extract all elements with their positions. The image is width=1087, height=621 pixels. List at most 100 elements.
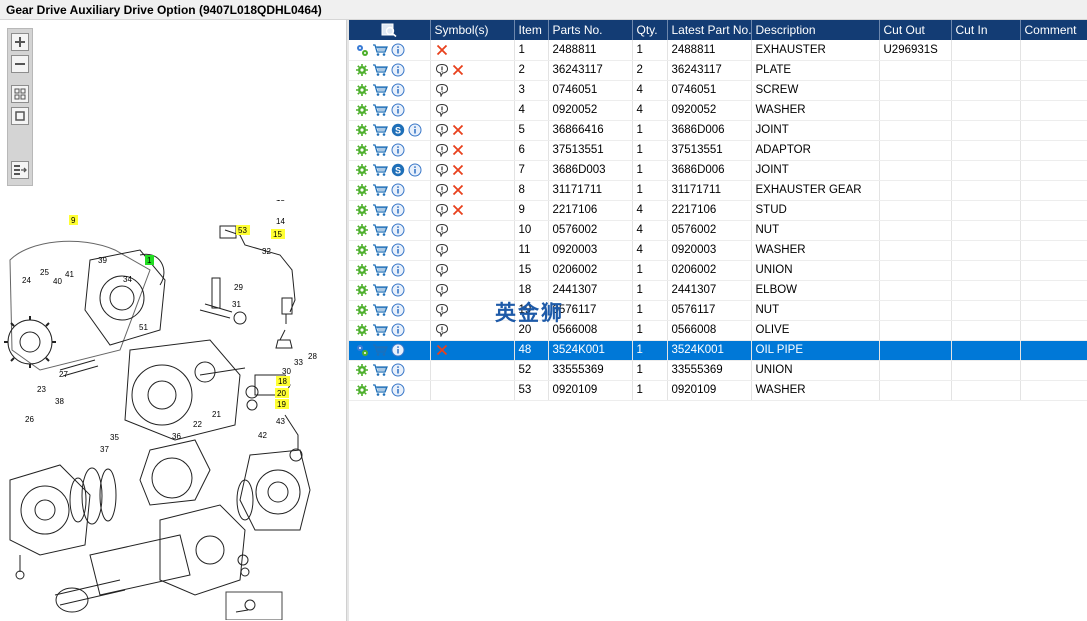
row-actions[interactable]	[349, 60, 431, 81]
diagram-pane[interactable]: 2675843101146475048404950171218164795213…	[0, 20, 346, 621]
callout-24[interactable]: 24	[22, 276, 31, 285]
callout-9[interactable]: 9	[69, 215, 78, 225]
symbols-cell[interactable]	[430, 160, 515, 181]
exploded-view-diagram[interactable]: 2675843101146475048404950171218164795213…	[0, 200, 346, 620]
row-actions[interactable]	[349, 360, 431, 381]
table-row[interactable]: 18 2441307 1 2441307 ELBOW	[349, 280, 1087, 301]
pane-splitter[interactable]	[346, 20, 349, 621]
column-header[interactable]: Cut In	[951, 20, 1021, 40]
row-actions[interactable]	[349, 100, 431, 121]
row-actions[interactable]	[349, 380, 431, 401]
callout-30[interactable]: 30	[282, 367, 291, 376]
symbols-cell[interactable]	[430, 280, 515, 301]
row-actions[interactable]: S	[349, 120, 431, 141]
export-button[interactable]	[11, 161, 29, 179]
callout-38[interactable]: 38	[55, 397, 64, 406]
row-actions[interactable]	[349, 320, 431, 341]
symbols-cell[interactable]	[430, 60, 515, 81]
callout-26[interactable]: 26	[25, 415, 34, 424]
table-row[interactable]: 4 0920052 4 0920052 WASHER	[349, 100, 1087, 121]
symbols-cell[interactable]	[430, 180, 515, 201]
callout-27[interactable]: 27	[59, 370, 68, 379]
zoom-out-button[interactable]	[11, 55, 29, 73]
row-actions[interactable]	[349, 340, 431, 361]
column-header[interactable]: Symbol(s)	[430, 20, 515, 40]
column-header[interactable]: Description	[751, 20, 880, 40]
callout-41[interactable]: 41	[65, 270, 74, 279]
symbols-cell[interactable]	[430, 100, 515, 121]
callout-1[interactable]: 1	[145, 255, 154, 265]
callout-13[interactable]: 13	[276, 200, 285, 203]
row-actions[interactable]: S	[349, 160, 431, 181]
fit-window-button[interactable]	[11, 107, 29, 125]
callout-25[interactable]: 25	[40, 268, 49, 277]
table-row[interactable]: S 7 3686D003 1 3686D006 JOINT	[349, 160, 1087, 181]
row-actions[interactable]	[349, 180, 431, 201]
callout-32[interactable]: 32	[262, 247, 271, 256]
table-row[interactable]: 48 3524K001 1 3524K001 OIL PIPE	[349, 340, 1087, 361]
table-row[interactable]: 8 31171711 1 31171711 EXHAUSTER GEAR	[349, 180, 1087, 201]
symbols-cell[interactable]	[430, 300, 515, 321]
zoom-in-button[interactable]	[11, 33, 29, 51]
column-header[interactable]: Comment	[1020, 20, 1087, 40]
symbols-cell[interactable]	[430, 220, 515, 241]
table-row[interactable]: 15 0206002 1 0206002 UNION	[349, 260, 1087, 281]
table-row[interactable]: 6 37513551 1 37513551 ADAPTOR	[349, 140, 1087, 161]
callout-15[interactable]: 15	[271, 229, 285, 239]
symbols-cell[interactable]	[430, 120, 515, 141]
callout-35[interactable]: 35	[110, 433, 119, 442]
callout-37[interactable]: 37	[100, 445, 109, 454]
callout-53[interactable]: 53	[236, 225, 250, 235]
row-actions[interactable]	[349, 260, 431, 281]
symbols-cell[interactable]	[430, 260, 515, 281]
callout-14[interactable]: 14	[276, 217, 285, 226]
symbols-cell[interactable]	[430, 240, 515, 261]
symbols-cell[interactable]	[430, 340, 515, 361]
callout-42[interactable]: 42	[258, 431, 267, 440]
column-header[interactable]: Item	[514, 20, 549, 40]
row-actions[interactable]	[349, 140, 431, 161]
symbols-cell[interactable]	[430, 200, 515, 221]
callout-20[interactable]: 20	[275, 388, 289, 398]
table-row[interactable]: 11 0920003 4 0920003 WASHER	[349, 240, 1087, 261]
symbols-cell[interactable]	[430, 320, 515, 341]
column-header[interactable]: Latest Part No.	[667, 20, 752, 40]
symbols-cell[interactable]	[430, 140, 515, 161]
table-row[interactable]: 1 2488811 1 2488811 EXHAUSTER U296931S	[349, 40, 1087, 61]
table-row[interactable]: 19 0576117 1 0576117 NUT	[349, 300, 1087, 321]
callout-34[interactable]: 34	[123, 275, 132, 284]
column-header[interactable]: Qty.	[632, 20, 668, 40]
callout-33[interactable]: 33	[294, 358, 303, 367]
callout-29[interactable]: 29	[234, 283, 243, 292]
table-row[interactable]: 53 0920109 1 0920109 WASHER	[349, 380, 1087, 401]
row-actions[interactable]	[349, 80, 431, 101]
callout-40[interactable]: 40	[53, 277, 62, 286]
row-actions[interactable]	[349, 240, 431, 261]
row-actions[interactable]	[349, 280, 431, 301]
callout-51[interactable]: 51	[139, 323, 148, 332]
callout-19[interactable]: 19	[275, 399, 289, 409]
symbols-cell[interactable]	[430, 80, 515, 101]
callout-31[interactable]: 31	[232, 300, 241, 309]
fit-grid-button[interactable]	[11, 85, 29, 103]
table-row[interactable]: 9 2217106 4 2217106 STUD	[349, 200, 1087, 221]
row-actions[interactable]	[349, 200, 431, 221]
callout-36[interactable]: 36	[172, 432, 181, 441]
table-row[interactable]: 2 36243117 2 36243117 PLATE	[349, 60, 1087, 81]
preview-column-header[interactable]	[349, 20, 431, 40]
callout-43[interactable]: 43	[276, 417, 285, 426]
symbols-cell[interactable]	[430, 380, 515, 401]
table-row[interactable]: 10 0576002 4 0576002 NUT	[349, 220, 1087, 241]
callout-28[interactable]: 28	[308, 352, 317, 361]
row-actions[interactable]	[349, 40, 431, 61]
symbols-cell[interactable]	[430, 360, 515, 381]
row-actions[interactable]	[349, 220, 431, 241]
table-row[interactable]: 3 0746051 4 0746051 SCREW	[349, 80, 1087, 101]
table-row[interactable]: 20 0566008 1 0566008 OLIVE	[349, 320, 1087, 341]
column-header[interactable]: Parts No.	[548, 20, 633, 40]
callout-23[interactable]: 23	[37, 385, 46, 394]
table-row[interactable]: S 5 36866416 1 3686D006 JOINT	[349, 120, 1087, 141]
symbols-cell[interactable]	[430, 40, 515, 61]
table-row[interactable]: 52 33555369 1 33555369 UNION	[349, 360, 1087, 381]
callout-21[interactable]: 21	[212, 410, 221, 419]
